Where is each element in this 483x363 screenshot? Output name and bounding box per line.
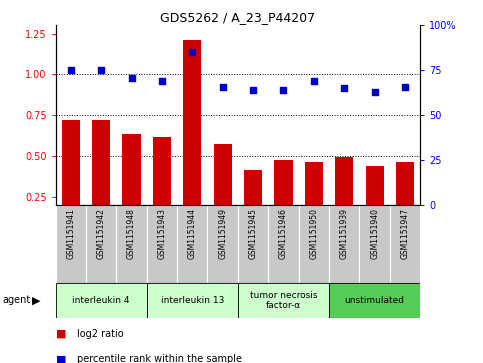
Bar [122,134,141,238]
Point [158,78,166,84]
Text: GSM1151947: GSM1151947 [400,208,410,259]
Text: GSM1151943: GSM1151943 [157,208,167,259]
Bar [147,283,238,318]
Title: GDS5262 / A_23_P44207: GDS5262 / A_23_P44207 [160,11,315,24]
Text: GSM1151944: GSM1151944 [188,208,197,259]
Bar [238,205,268,283]
Text: interleukin 4: interleukin 4 [72,296,130,305]
Bar [153,137,171,238]
Text: ▶: ▶ [32,295,41,305]
Bar [238,283,329,318]
Point [249,87,257,93]
Text: percentile rank within the sample: percentile rank within the sample [77,354,242,363]
Bar [305,162,323,238]
Bar [147,205,177,283]
Point [97,68,105,73]
Point [371,89,379,95]
Text: GSM1151950: GSM1151950 [309,208,318,259]
Text: log2 ratio: log2 ratio [77,329,124,339]
Point [341,85,348,91]
Point [128,75,135,81]
Bar [298,205,329,283]
Bar [244,170,262,238]
Bar [177,205,208,283]
Bar [329,205,359,283]
Bar [62,120,80,238]
Point [401,83,409,89]
Bar [366,166,384,238]
Point [219,83,227,89]
Text: GSM1151946: GSM1151946 [279,208,288,259]
Text: agent: agent [2,295,30,305]
Text: ■: ■ [56,354,70,363]
Text: GSM1151939: GSM1151939 [340,208,349,259]
Point [67,68,74,73]
Text: GSM1151940: GSM1151940 [370,208,379,259]
Bar [56,283,147,318]
Bar [396,162,414,238]
Bar [56,205,86,283]
Bar [268,205,298,283]
Bar [274,160,293,238]
Point [310,78,318,84]
Bar [213,144,232,238]
Bar [359,205,390,283]
Bar [86,205,116,283]
Bar [183,40,201,238]
Bar [92,120,110,238]
Text: unstimulated: unstimulated [345,296,405,305]
Bar [208,205,238,283]
Text: GSM1151942: GSM1151942 [97,208,106,259]
Bar [116,205,147,283]
Point [280,87,287,93]
Text: interleukin 13: interleukin 13 [161,296,224,305]
Bar [329,283,420,318]
Bar [390,205,420,283]
Point [188,49,196,55]
Text: GSM1151949: GSM1151949 [218,208,227,259]
Text: ■: ■ [56,329,70,339]
Bar [335,157,354,238]
Text: GSM1151948: GSM1151948 [127,208,136,259]
Text: GSM1151941: GSM1151941 [66,208,75,259]
Text: tumor necrosis
factor-α: tumor necrosis factor-α [250,291,317,310]
Text: GSM1151945: GSM1151945 [249,208,257,259]
